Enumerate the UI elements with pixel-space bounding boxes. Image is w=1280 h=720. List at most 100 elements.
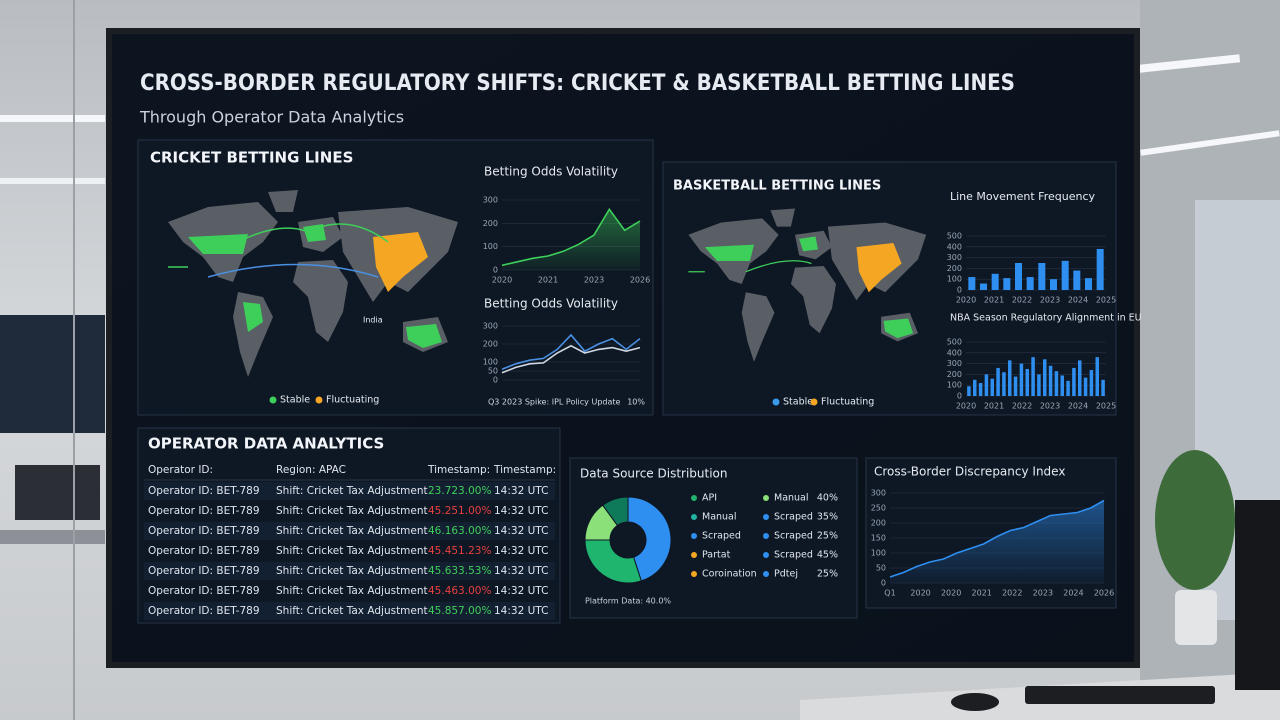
basketball-map: [688, 208, 927, 362]
legend-value: 25%: [817, 531, 838, 542]
y-tick-label: 100: [483, 358, 498, 367]
legend-dot: [763, 571, 769, 577]
table-row-bg: [144, 602, 555, 620]
x-tick-label: 2023: [1040, 296, 1060, 305]
x-tick-label: 2021: [538, 276, 558, 285]
x-tick-label: 2022: [1002, 589, 1022, 598]
y-tick-label: 50: [876, 564, 886, 573]
bar: [996, 367, 1000, 396]
legend-label: Stable: [783, 397, 813, 408]
table-cell: Shift: Cricket Tax Adjustment: [276, 565, 428, 577]
region-stable: [883, 318, 914, 339]
data-source-panel: [569, 457, 858, 619]
table-cell: 14:32 UTC: [494, 545, 548, 557]
chart-title: Data Source Distribution: [580, 467, 728, 481]
y-tick-label: 0: [493, 376, 498, 385]
bar: [990, 378, 994, 396]
table-header: Region: APAC: [276, 464, 346, 476]
y-tick-label: 500: [947, 338, 962, 347]
bar: [973, 379, 977, 396]
table-cell: Operator ID: BET-789: [148, 505, 260, 517]
keyboard: [1025, 686, 1215, 704]
chart-title: Line Movement Frequency: [950, 190, 1095, 203]
table-cell: Shift: Cricket Tax Adjustment: [276, 605, 428, 617]
y-tick-label: 0: [493, 266, 498, 275]
bar: [1085, 278, 1092, 290]
chart-title: Betting Odds Volatility: [484, 297, 618, 311]
plant: [1155, 450, 1235, 590]
y-tick-label: 200: [947, 264, 962, 273]
legend-dot: [763, 533, 769, 539]
x-tick-label: 2024: [1068, 296, 1088, 305]
legend-label: Partat: [702, 550, 731, 561]
table-cell: 14:32 UTC: [494, 525, 548, 537]
bar: [1025, 369, 1029, 396]
bar: [1026, 277, 1034, 290]
y-tick-label: 200: [483, 219, 498, 228]
table-row-bg: [144, 522, 555, 540]
donut-segment: [602, 496, 629, 527]
x-tick-label: 2021: [972, 589, 992, 598]
table-cell: 14:32 UTC: [494, 585, 548, 597]
region-fluctuating: [373, 232, 428, 292]
table-cell: 14:32 UTC: [494, 505, 548, 517]
region-stable: [799, 236, 818, 252]
table-cell: 45.251.00%: [428, 505, 491, 517]
bar: [1050, 279, 1057, 290]
dashboard-title: CROSS-BORDER REGULATORY SHIFTS: CRICKET …: [140, 71, 1015, 96]
x-tick-label: 2020: [956, 296, 976, 305]
dashboard-subtitle: Through Operator Data Analytics: [139, 108, 404, 127]
x-tick-label: 2020: [956, 402, 976, 411]
table-header: Timestamp:: [427, 464, 490, 476]
region-stable: [243, 302, 263, 332]
legend-label: Pdtej: [774, 569, 798, 580]
legend-dot: [772, 398, 780, 406]
table-cell: Shift: Cricket Tax Adjustment: [276, 585, 428, 597]
y-tick-label: 200: [871, 519, 886, 528]
y-tick-label: 500: [947, 232, 962, 241]
legend-dot: [315, 396, 323, 404]
legend-label: Scraped: [774, 550, 813, 561]
legend-dot: [691, 514, 697, 520]
y-tick-label: 0: [957, 392, 962, 401]
table-cell: 45.463.00%: [428, 585, 491, 597]
ceiling-light: [0, 178, 105, 184]
table-header: Operator ID:: [148, 464, 213, 476]
y-tick-label: 150: [871, 534, 886, 543]
x-tick-label: 2020: [492, 276, 512, 285]
bar: [1008, 360, 1012, 396]
flow-arrow: [237, 227, 319, 243]
legend-label: Manual: [774, 493, 809, 504]
bar: [1060, 375, 1064, 396]
y-tick-label: 100: [947, 275, 962, 284]
donut-label: Platform Data: 40.0%: [585, 597, 671, 606]
table-cell: Shift: Cricket Tax Adjustment: [276, 525, 428, 537]
monitor: [1235, 500, 1280, 690]
ceiling-light: [0, 115, 105, 122]
x-tick-label: Q1: [884, 589, 895, 598]
bar: [1078, 360, 1082, 396]
region-stable: [303, 224, 326, 242]
bar: [1019, 363, 1024, 396]
y-tick-label: 0: [881, 579, 886, 588]
bar: [980, 283, 987, 290]
table-cell: 14:32 UTC: [494, 485, 548, 497]
chart-annotation: 10%: [627, 398, 645, 407]
y-tick-label: 300: [483, 196, 498, 205]
region-fluctuating: [856, 243, 902, 293]
region-stable: [704, 244, 754, 262]
y-tick-label: 200: [947, 370, 962, 379]
y-tick-label: 100: [483, 242, 498, 251]
area: [502, 209, 640, 270]
bar: [968, 277, 976, 290]
region-stable: [188, 234, 248, 254]
bar: [1043, 359, 1047, 396]
bar: [1096, 248, 1104, 290]
plant-pot: [1175, 590, 1217, 645]
x-tick-label: 2022: [1012, 402, 1032, 411]
legend-value: 40%: [817, 493, 838, 504]
flow-arrow: [307, 223, 389, 243]
x-tick-label: 2024: [1063, 589, 1083, 598]
flow-arrow: [745, 260, 812, 273]
